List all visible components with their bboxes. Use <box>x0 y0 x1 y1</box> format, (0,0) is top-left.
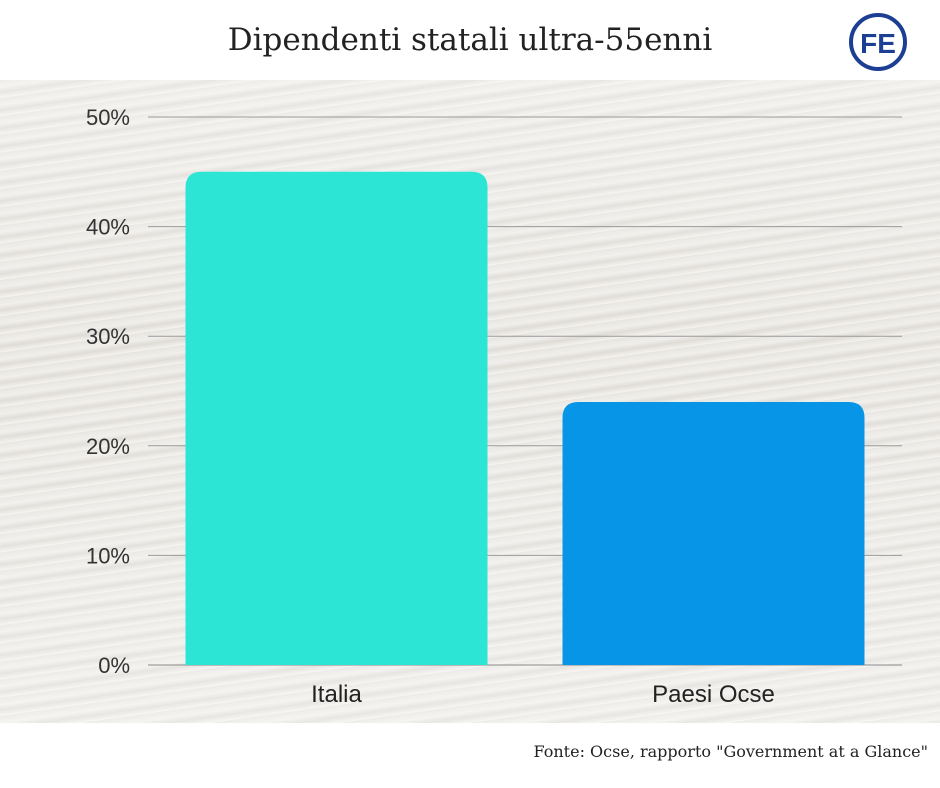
y-tick-label: 0% <box>98 653 130 678</box>
logo-text: FE <box>860 28 896 59</box>
y-tick-label: 20% <box>86 434 130 459</box>
y-tick-label: 10% <box>86 543 130 568</box>
source-footnote: Fonte: Ocse, rapporto "Government at a G… <box>533 742 928 761</box>
y-tick-label: 50% <box>86 105 130 130</box>
bar-italia <box>185 171 488 666</box>
x-tick-label: Italia <box>311 681 362 708</box>
y-tick-label: 40% <box>86 215 130 240</box>
bar-paesi-ocse <box>562 401 865 665</box>
x-tick-label: Paesi Ocse <box>652 681 775 708</box>
chart-title: Dipendenti statali ultra-55enni <box>227 22 713 58</box>
y-tick-label: 30% <box>86 324 130 349</box>
fe-logo: FE <box>849 13 907 71</box>
